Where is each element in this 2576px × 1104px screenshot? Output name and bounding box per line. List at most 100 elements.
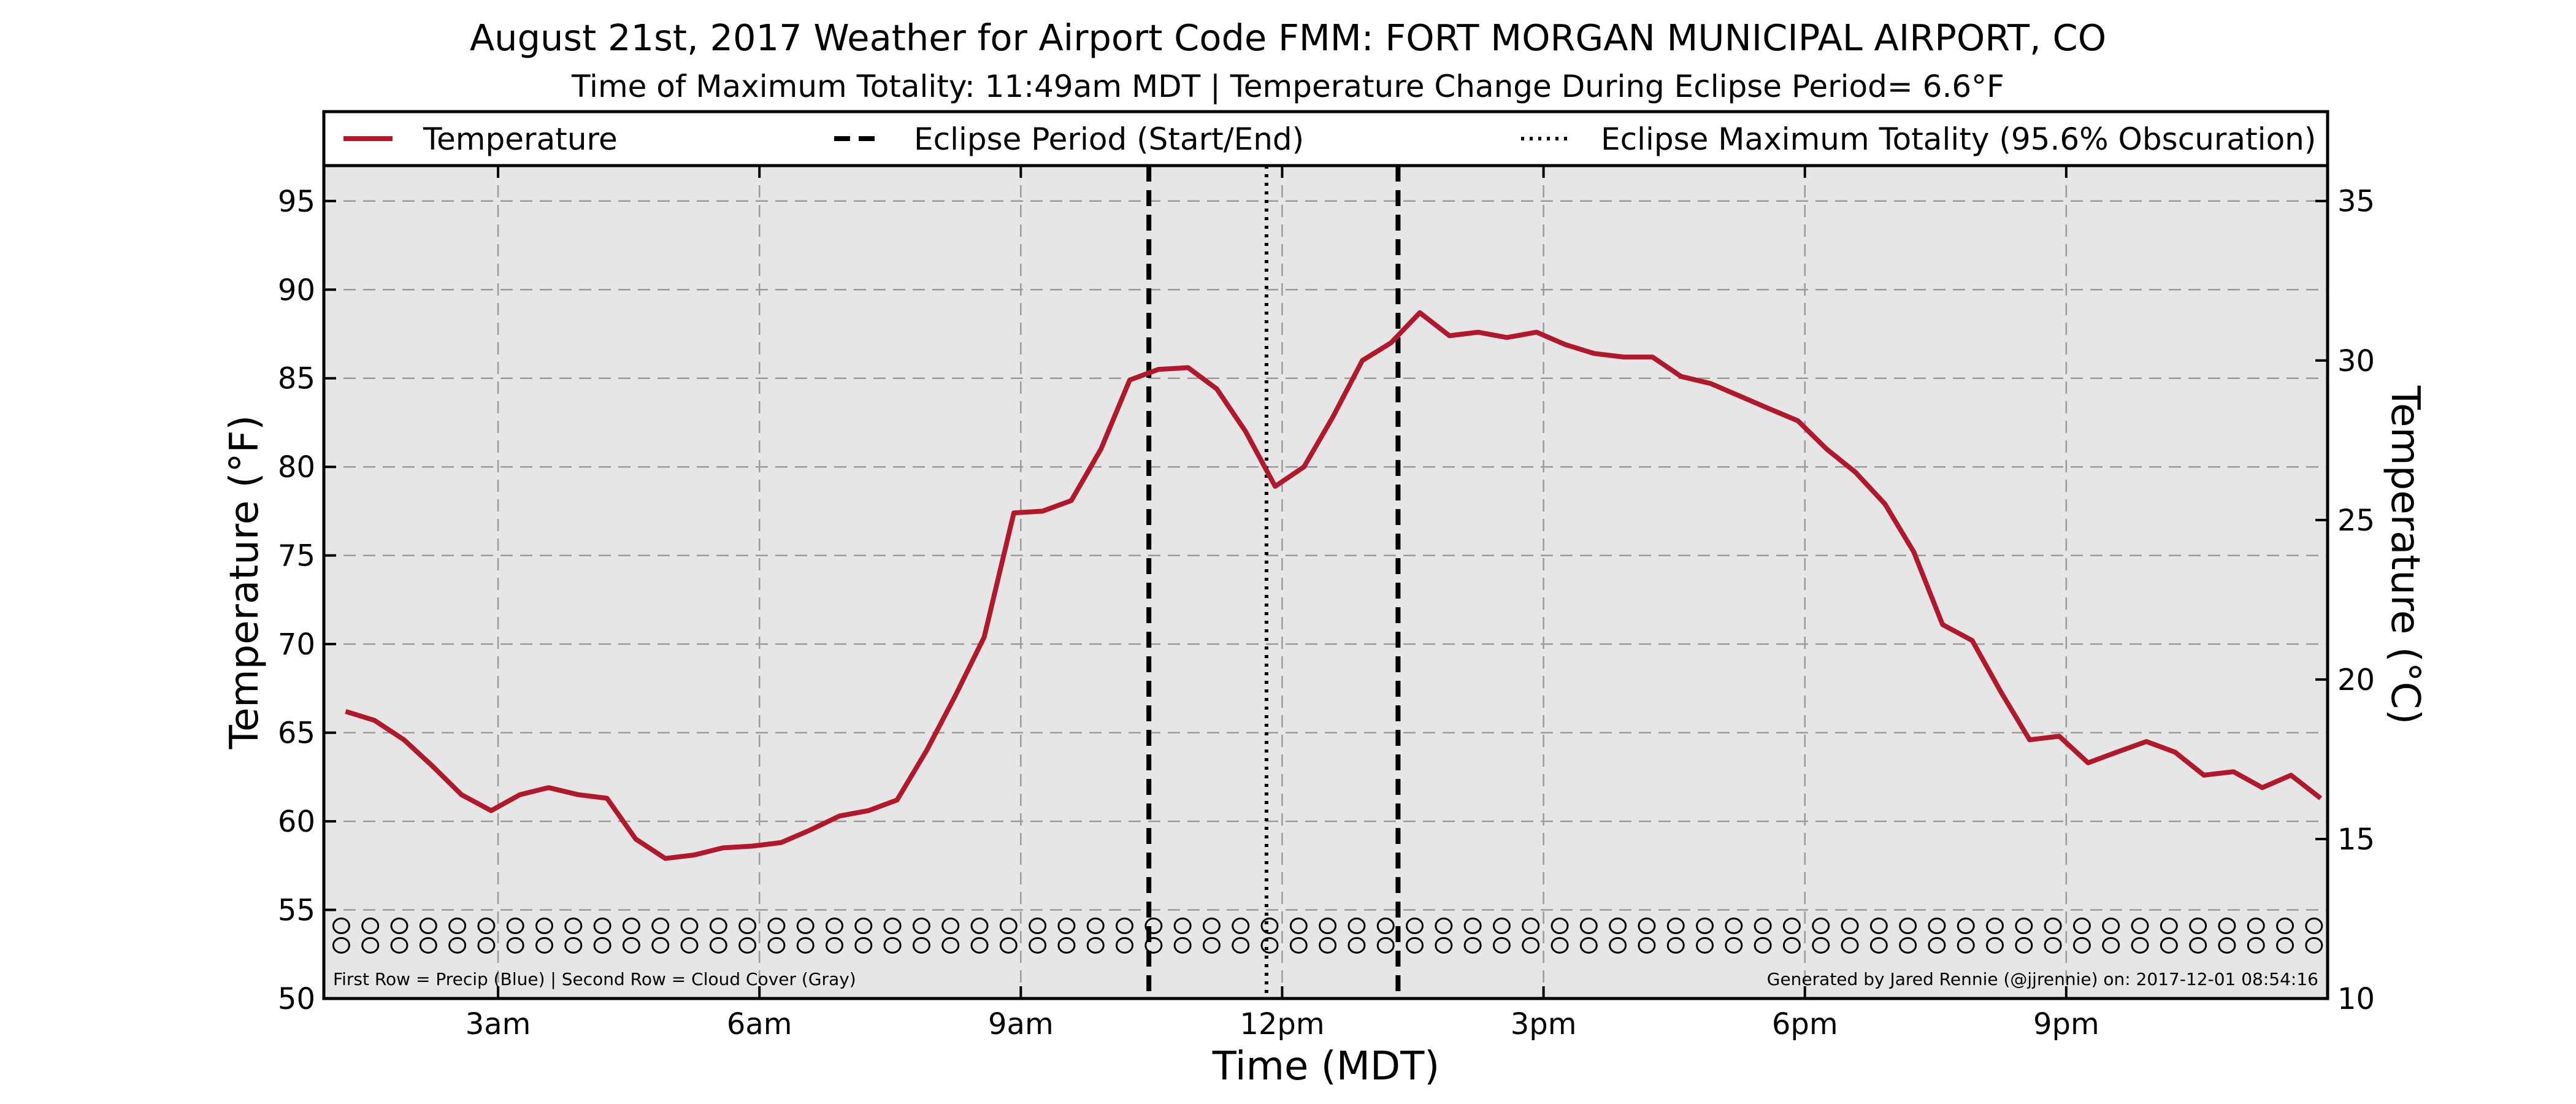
precip-marker — [2247, 918, 2265, 935]
y-right-tick-label: 35 — [2337, 185, 2375, 219]
x-tick-label: 12pm — [1240, 1007, 1324, 1041]
y-tick-label: 50 — [278, 982, 315, 1016]
x-tick-label: 3am — [466, 1007, 531, 1041]
y-right-tick-label: 20 — [2337, 663, 2375, 697]
precip-marker — [2160, 918, 2178, 935]
precip-marker — [651, 918, 670, 935]
precip-marker — [1782, 918, 1801, 935]
cloud-marker — [1492, 937, 1511, 954]
precip-marker — [1579, 918, 1598, 935]
cloud-marker — [1928, 937, 1946, 954]
cloud-marker — [651, 937, 670, 954]
precip-marker — [1522, 918, 1540, 935]
precip-marker — [448, 918, 467, 935]
cloud-marker — [1463, 937, 1482, 954]
cloud-marker — [1260, 937, 1279, 954]
cloud-marker — [999, 937, 1018, 954]
cloud-marker — [1869, 937, 1888, 954]
marker-rows — [332, 918, 2323, 954]
y-right-tick-label: 10 — [2337, 982, 2375, 1016]
ticks: 3am 6am 9am 12pm 3pm 6pm 9pm 50 55 60 65 70 75 80 85 90… — [278, 166, 2375, 1041]
cloud-marker — [680, 937, 699, 954]
cloud-marker — [2015, 937, 2033, 954]
cloud-marker — [826, 937, 844, 954]
cloud-marker — [1347, 937, 1366, 954]
y-axis-label-right: Temperature (°C) — [2382, 385, 2428, 724]
precip-marker — [999, 918, 1018, 935]
cloud-marker — [2044, 937, 2062, 954]
x-tick-label: 9am — [988, 1007, 1054, 1041]
precip-marker — [1202, 918, 1221, 935]
precip-marker — [1319, 918, 1337, 935]
x-tick-label: 9pm — [2033, 1007, 2099, 1041]
precip-marker — [941, 918, 960, 935]
precip-marker — [1463, 918, 1482, 935]
footnote-left: First Row = Precip (Blue) | Second Row =… — [333, 969, 856, 989]
cloud-marker — [2189, 937, 2207, 954]
cloud-marker — [883, 937, 902, 954]
precip-marker — [1754, 918, 1772, 935]
y-tick-label: 65 — [278, 716, 315, 751]
precip-marker — [1986, 918, 2004, 935]
precip-marker — [1086, 918, 1105, 935]
cloud-marker — [1232, 937, 1250, 954]
chart-subtitle: Time of Maximum Totality: 11:49am MDT | … — [571, 69, 2004, 104]
precip-marker — [1957, 918, 1975, 935]
cloud-marker — [796, 937, 815, 954]
cloud-marker — [941, 937, 960, 954]
precip-marker — [622, 918, 640, 935]
cloud-marker — [2247, 937, 2265, 954]
precip-marker — [1666, 918, 1685, 935]
precip-marker — [564, 918, 583, 935]
precip-marker — [2276, 918, 2294, 935]
precip-marker — [680, 918, 699, 935]
cloud-marker — [1376, 937, 1395, 954]
cloud-marker — [854, 937, 873, 954]
precip-marker — [2305, 918, 2323, 935]
precip-marker — [826, 918, 844, 935]
cloud-marker — [448, 937, 467, 954]
cloud-marker — [1522, 937, 1540, 954]
legend-box — [322, 110, 2329, 167]
y-tick-label: 80 — [278, 450, 315, 485]
precip-marker — [1116, 918, 1134, 935]
precip-marker — [1725, 918, 1743, 935]
cloud-marker — [1144, 937, 1163, 954]
cloud-marker — [1812, 937, 1830, 954]
precip-marker — [361, 918, 380, 935]
plot-area — [324, 166, 2328, 999]
precip-marker — [883, 918, 902, 935]
cloud-marker — [1666, 937, 1685, 954]
precip-marker — [970, 918, 989, 935]
cloud-marker — [2218, 937, 2236, 954]
cloud-marker — [535, 937, 554, 954]
y-tick-label: 90 — [278, 273, 315, 307]
cloud-marker — [1406, 937, 1424, 954]
cloud-marker — [1551, 937, 1569, 954]
precip-marker — [477, 918, 496, 935]
y-tick-label: 70 — [278, 627, 315, 662]
y-tick-label: 95 — [278, 185, 315, 219]
y-tick-label: 75 — [278, 539, 315, 573]
cloud-marker — [1609, 937, 1627, 954]
cloud-marker — [1754, 937, 1772, 954]
cloud-marker — [622, 937, 640, 954]
cloud-marker — [332, 937, 350, 954]
precip-marker — [1289, 918, 1308, 935]
precip-marker — [1551, 918, 1569, 935]
legend-label: Eclipse Maximum Totality (95.6% Obscurat… — [1601, 121, 2316, 157]
precip-marker — [506, 918, 524, 935]
x-tick-label: 6am — [727, 1007, 792, 1041]
cloud-marker — [1986, 937, 2004, 954]
cloud-marker — [361, 937, 380, 954]
precip-marker — [1435, 918, 1453, 935]
precip-marker — [738, 918, 757, 935]
precip-marker — [332, 918, 350, 935]
cloud-marker — [738, 937, 757, 954]
y-axis-label: Temperature (°F) — [222, 415, 267, 750]
cloud-marker — [2131, 937, 2149, 954]
x-axis-label: Time (MDT) — [1212, 1044, 1440, 1089]
precip-marker — [1899, 918, 1917, 935]
legend-label: Eclipse Period (Start/End) — [914, 121, 1304, 157]
